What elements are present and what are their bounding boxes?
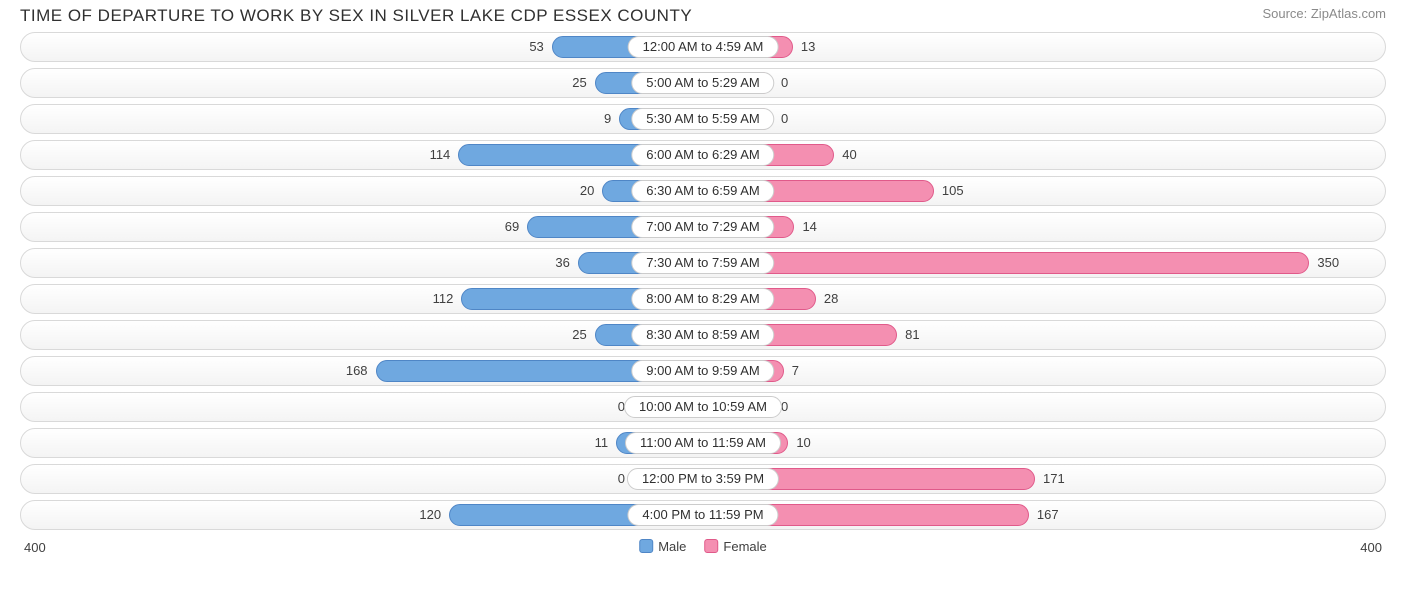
female-value-label: 10: [796, 435, 810, 450]
female-value-label: 0: [781, 399, 788, 414]
chart-row: 20 105 6:30 AM to 6:59 AM: [20, 176, 1386, 206]
male-value-label: 53: [529, 39, 543, 54]
male-value-label: 120: [419, 507, 441, 522]
category-pill: 7:00 AM to 7:29 AM: [631, 216, 774, 238]
legend-female: Female: [704, 539, 766, 554]
female-value-label: 350: [1317, 255, 1339, 270]
category-pill: 8:30 AM to 8:59 AM: [631, 324, 774, 346]
chart-row: 112 28 8:00 AM to 8:29 AM: [20, 284, 1386, 314]
male-value-label: 36: [555, 255, 569, 270]
category-pill: 8:00 AM to 8:29 AM: [631, 288, 774, 310]
chart-row: 9 0 5:30 AM to 5:59 AM: [20, 104, 1386, 134]
category-pill: 5:30 AM to 5:59 AM: [631, 108, 774, 130]
female-value-label: 7: [792, 363, 799, 378]
category-pill: 6:30 AM to 6:59 AM: [631, 180, 774, 202]
legend-male: Male: [639, 539, 686, 554]
category-pill: 7:30 AM to 7:59 AM: [631, 252, 774, 274]
tornado-chart: 53 13 12:00 AM to 4:59 AM 25 0 5:00 AM to 5:2…: [0, 28, 1406, 530]
male-value-label: 9: [604, 111, 611, 126]
chart-row: 36 350 7:30 AM to 7:59 AM: [20, 248, 1386, 278]
chart-footer: 400 Male Female 400: [20, 536, 1386, 562]
category-pill: 12:00 PM to 3:59 PM: [627, 468, 779, 490]
axis-max-left: 400: [24, 540, 46, 555]
chart-row: 0010:00 AM to 10:59 AM: [20, 392, 1386, 422]
category-pill: 12:00 AM to 4:59 AM: [628, 36, 779, 58]
chart-row: 25 81 8:30 AM to 8:59 AM: [20, 320, 1386, 350]
female-value-label: 28: [824, 291, 838, 306]
category-pill: 6:00 AM to 6:29 AM: [631, 144, 774, 166]
legend-male-label: Male: [658, 539, 686, 554]
chart-row: 69 14 7:00 AM to 7:29 AM: [20, 212, 1386, 242]
male-value-label: 0: [618, 471, 625, 486]
male-value-label: 20: [580, 183, 594, 198]
male-value-label: 114: [430, 147, 451, 162]
axis-max-right: 400: [1360, 540, 1382, 555]
legend-male-swatch: [639, 539, 653, 553]
male-value-label: 112: [433, 291, 454, 306]
category-pill: 9:00 AM to 9:59 AM: [631, 360, 774, 382]
chart-row: 168 7 9:00 AM to 9:59 AM: [20, 356, 1386, 386]
legend: Male Female: [639, 539, 767, 554]
female-value-label: 105: [942, 183, 964, 198]
category-pill: 4:00 PM to 11:59 PM: [627, 504, 778, 526]
male-value-label: 69: [505, 219, 519, 234]
chart-row: 53 13 12:00 AM to 4:59 AM: [20, 32, 1386, 62]
chart-row: 114 40 6:00 AM to 6:29 AM: [20, 140, 1386, 170]
female-bar: [703, 252, 1309, 274]
female-value-label: 171: [1043, 471, 1065, 486]
female-value-label: 81: [905, 327, 919, 342]
female-value-label: 14: [802, 219, 816, 234]
female-value-label: 167: [1037, 507, 1059, 522]
chart-title: TIME OF DEPARTURE TO WORK BY SEX IN SILV…: [20, 6, 692, 26]
source-attribution: Source: ZipAtlas.com: [1262, 6, 1386, 21]
female-value-label: 40: [842, 147, 856, 162]
female-value-label: 0: [781, 75, 788, 90]
chart-row: 0 171 12:00 PM to 3:59 PM: [20, 464, 1386, 494]
category-pill: 10:00 AM to 10:59 AM: [624, 396, 782, 418]
category-pill: 11:00 AM to 11:59 AM: [625, 432, 781, 454]
male-value-label: 168: [346, 363, 368, 378]
female-value-label: 0: [781, 111, 788, 126]
legend-female-swatch: [704, 539, 718, 553]
male-value-label: 25: [572, 75, 586, 90]
chart-row: 25 0 5:00 AM to 5:29 AM: [20, 68, 1386, 98]
chart-row: 11 10 11:00 AM to 11:59 AM: [20, 428, 1386, 458]
female-value-label: 13: [801, 39, 815, 54]
category-pill: 5:00 AM to 5:29 AM: [631, 72, 774, 94]
legend-female-label: Female: [723, 539, 766, 554]
chart-row: 120 167 4:00 PM to 11:59 PM: [20, 500, 1386, 530]
male-value-label: 11: [595, 435, 609, 450]
male-value-label: 25: [572, 327, 586, 342]
